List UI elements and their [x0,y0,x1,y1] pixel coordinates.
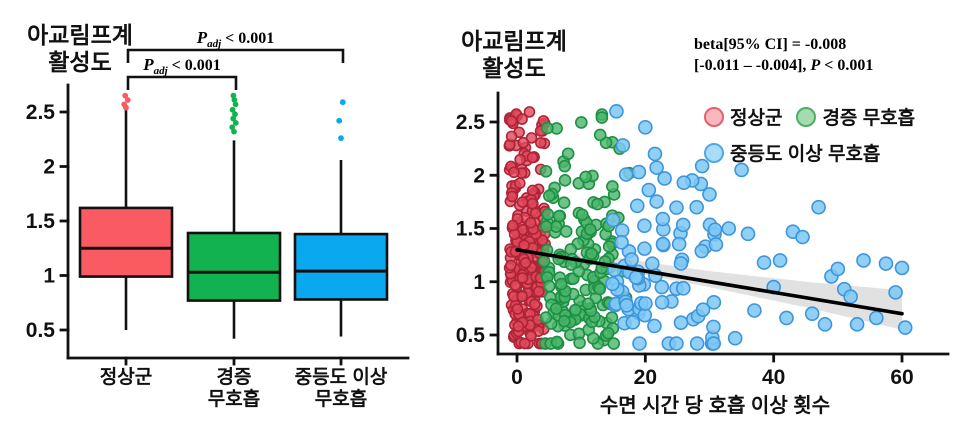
box-outlier [232,111,238,118]
regression-annotation: beta[95% CI] = -0.008 [-0.011 – -0.004],… [694,34,873,76]
left-x-group-label: 정상군 [100,366,152,388]
regression-line [515,248,904,316]
left-x-group-label: 중등도 이상 [295,366,388,388]
left-y-tick-label: 0.5 [26,319,56,342]
legend-label-normal: 정상군 [730,108,783,129]
box-outlier [338,135,344,142]
box-0 [78,206,174,278]
right-y-tick-label: 2.5 [456,111,486,134]
box-outlier [231,97,238,103]
right-panel-title-line1: 아교림프계 [461,28,567,54]
box-outlier [232,101,239,108]
left-x-group-label: 무호흡 [208,387,260,410]
right-x-tick-label: 20 [634,366,657,389]
right-chart-svg: 2.5 2 1.5 1 0.5 0 20 40 60 수면 시간 당 호흡 이상 횟수 [456,91,950,417]
box-outlier [230,92,237,99]
right-x-tick-label: 60 [890,366,913,389]
significance-bracket [126,48,345,63]
box-outlier [229,124,236,131]
scatter-legend: 정상군 경증 무호흡 중등도 이상 무호흡 [704,103,929,175]
legend-label-mild: 경증 무호흡 [822,108,916,129]
box-outlier [230,115,237,122]
box-outlier [336,117,343,124]
p-symbol: P [810,57,821,74]
left-x-group-label: 경증 [217,366,252,388]
legend-row-1: 정상군 경증 무호흡 [704,103,929,130]
legend-label-moderate: 중등도 이상 무호흡 [730,144,881,165]
right-x-tick-label: 40 [762,366,785,389]
left-y-tick-label: 1 [43,265,55,288]
regression-annotation-line2: [-0.011 – -0.004], P < 0.001 [694,57,874,74]
left-panel-title-line1: 아교림프계 [27,22,133,48]
box-outlier [231,128,237,135]
box-1 [186,231,282,302]
box-outlier [124,97,131,103]
box-2 [293,232,389,301]
left-x-group-label: 무호흡 [315,387,367,410]
box-outlier [339,99,346,106]
significance-bracket [126,75,238,90]
right-y-tick-label: 1 [473,271,485,294]
left-y-tick-label: 2.5 [26,101,56,124]
legend-marker-moderate-icon [704,142,724,163]
right-x-tick-label: 0 [511,366,523,389]
legend-row-2: 중등도 이상 무호흡 [704,139,929,166]
legend-marker-normal-icon [704,106,724,127]
left-y-tick-label: 1.5 [26,210,56,233]
scatter-series-1 [537,108,636,350]
box-outlier [122,92,129,99]
regression-annotation-line1: beta[95% CI] = -0.008 [694,36,847,53]
right-y-tick-label: 0.5 [456,324,486,347]
box-outlier [229,106,236,113]
left-panel-title-line2: 활성도 [48,49,112,75]
right-panel-title-line2: 활성도 [482,55,546,81]
box-outlier [232,120,239,126]
right-panel-title: 아교림프계 활성도 [440,28,588,82]
box-outlier [121,101,128,108]
significance-label: Padj < 0.001 [196,28,275,50]
left-panel-title: 아교림프계 활성도 [6,22,154,76]
scatter-series-2 [605,104,913,351]
right-y-tick-label: 1.5 [456,218,486,241]
significance-label: Padj < 0.001 [142,55,221,77]
right-y-tick-label: 2 [473,164,485,187]
left-y-tick-label: 2 [43,156,55,179]
right-x-axis-label: 수면 시간 당 호흡 이상 횟수 [600,393,830,417]
legend-marker-mild-icon [796,106,817,127]
